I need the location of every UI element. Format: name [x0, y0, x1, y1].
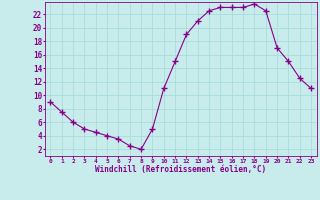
X-axis label: Windchill (Refroidissement éolien,°C): Windchill (Refroidissement éolien,°C) [95, 165, 266, 174]
